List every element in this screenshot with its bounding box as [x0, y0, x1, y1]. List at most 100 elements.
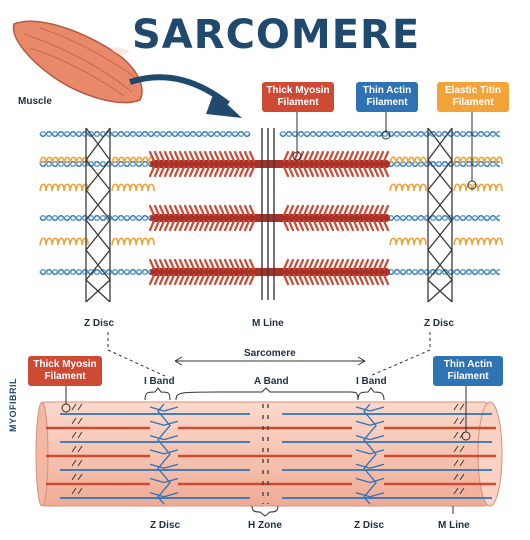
myosin-head — [317, 165, 325, 178]
z-line-link — [369, 477, 385, 484]
myosin-head — [208, 273, 216, 286]
myosin-head — [148, 258, 156, 271]
myosin-head — [367, 273, 375, 286]
myosin-head — [228, 150, 236, 163]
myosin-head — [203, 165, 211, 178]
myosin-head — [213, 219, 221, 232]
myosin-head — [282, 219, 290, 232]
myosin-head — [322, 150, 330, 163]
band-brackets — [144, 387, 385, 401]
myosin-head — [312, 273, 320, 286]
myosin-head — [223, 219, 231, 232]
titin-coil — [453, 237, 503, 246]
top-titin-filaments — [39, 156, 503, 246]
myosin-head — [337, 204, 345, 217]
z-line-link — [355, 477, 371, 484]
myosin-head — [342, 273, 350, 286]
hash-mark — [71, 403, 77, 411]
myosin-head — [163, 204, 171, 217]
z-line-link — [163, 449, 179, 455]
myosin-head — [158, 258, 166, 271]
myosin-head — [297, 204, 305, 217]
myosin-head — [223, 165, 231, 178]
myosin-head — [357, 150, 365, 163]
myosin-head — [228, 219, 236, 232]
myosin-head — [322, 258, 330, 271]
myosin-head — [342, 258, 350, 271]
z-line-link — [369, 434, 385, 441]
myosin-head — [292, 258, 300, 271]
hash-mark — [71, 459, 77, 467]
myosin-head — [183, 204, 191, 217]
hash-mark — [459, 445, 465, 453]
myosin-head — [173, 258, 181, 271]
myosin-head — [213, 258, 221, 271]
myosin-head — [347, 165, 355, 178]
myosin-head — [173, 150, 181, 163]
myosin-head — [317, 219, 325, 232]
myosin-head — [322, 219, 330, 232]
myosin-head — [233, 204, 241, 217]
myosin-head — [243, 204, 251, 217]
myosin-head — [238, 150, 246, 163]
myosin-head — [282, 165, 290, 178]
z-line-link — [369, 463, 385, 469]
myosin-head — [382, 204, 390, 217]
myosin-head — [183, 258, 191, 271]
myosin-head — [153, 150, 161, 163]
myosin-head — [168, 219, 176, 232]
myosin-head — [362, 150, 370, 163]
elastic-titin-line2: Filament — [452, 97, 494, 108]
top-myosin-filaments — [148, 150, 390, 286]
thick-myosin-bottom-line2: Filament — [44, 371, 86, 382]
myosin-head — [342, 204, 350, 217]
myosin-head — [148, 273, 156, 286]
myosin-head — [228, 165, 236, 178]
myosin-head — [148, 165, 156, 178]
hash-mark — [459, 459, 465, 467]
thin-actin-bottom-line2: Filament — [447, 371, 489, 382]
myosin-head — [367, 258, 375, 271]
myosin-head — [153, 258, 161, 271]
myosin-head — [153, 165, 161, 178]
myosin-head — [228, 273, 236, 286]
myosin-head — [377, 219, 385, 232]
myosin-head — [228, 204, 236, 217]
myosin-head — [327, 165, 335, 178]
myosin-head — [372, 204, 380, 217]
myosin-head — [352, 258, 360, 271]
myosin-head — [173, 165, 181, 178]
myosin-head — [248, 273, 256, 286]
z-line-link — [369, 420, 385, 426]
myosin-head — [312, 204, 320, 217]
hash-mark — [71, 431, 77, 439]
myosin-head — [327, 204, 335, 217]
myosin-head — [337, 258, 345, 271]
myosin-head — [233, 219, 241, 232]
myosin-head — [223, 273, 231, 286]
myosin-head — [148, 204, 156, 217]
z-disc-bottom-right-label: Z Disc — [354, 520, 385, 531]
myosin-head — [297, 273, 305, 286]
z-line-link — [149, 477, 165, 484]
hash-mark — [453, 473, 459, 481]
myosin-head — [312, 219, 320, 232]
myosin-head — [282, 150, 290, 163]
myosin-head — [337, 273, 345, 286]
myosin-head — [347, 219, 355, 232]
myosin-head — [193, 150, 201, 163]
myosin-head — [208, 258, 216, 271]
myosin-head — [352, 204, 360, 217]
myosin-head — [248, 258, 256, 271]
hash-mark — [77, 417, 83, 425]
myosin-head — [317, 150, 325, 163]
myosin-head — [357, 258, 365, 271]
myosin-head — [302, 273, 310, 286]
elastic-titin-line1: Elastic Titin — [445, 85, 501, 96]
myosin-head — [203, 204, 211, 217]
m-line-top-structure — [261, 128, 275, 300]
myosin-head — [188, 204, 196, 217]
myosin-head — [178, 273, 186, 286]
myosin-head — [362, 165, 370, 178]
hash-mark — [459, 473, 465, 481]
